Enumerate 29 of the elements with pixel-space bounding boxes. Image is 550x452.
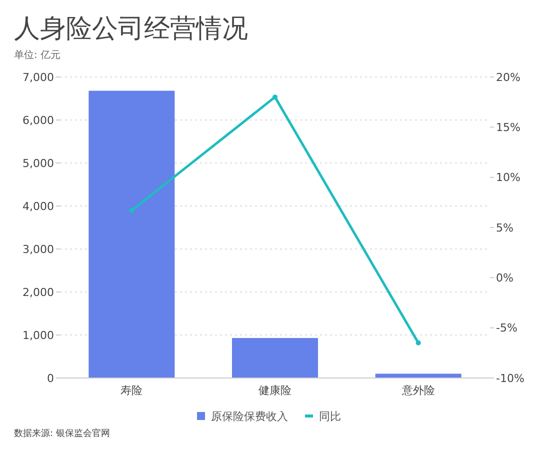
legend-label: 同比 xyxy=(319,410,341,423)
y-tick-label: 2,000 xyxy=(22,286,54,299)
y-tick-label: 1,000 xyxy=(22,328,54,342)
chart-subtitle: 单位: 亿元 xyxy=(14,49,61,61)
y-tick-label: 6,000 xyxy=(22,114,54,127)
y2-tick-label: -10% xyxy=(496,372,524,385)
x-tick-label: 健康险 xyxy=(258,384,292,397)
chart-title: 人身险公司经营情况 xyxy=(14,14,248,44)
y-tick-label: 5,000 xyxy=(22,156,54,170)
y-tick-label: 3,000 xyxy=(22,242,54,256)
x-tick-label: 寿险 xyxy=(120,384,143,397)
y2-tick-label: 20% xyxy=(496,70,520,84)
source-note: 数据来源: 银保监会官网 xyxy=(14,428,110,439)
x-tick-label: 意外险 xyxy=(400,384,435,397)
point xyxy=(272,94,278,100)
bar xyxy=(375,374,462,378)
point xyxy=(129,208,134,213)
y2-tick-label: -5% xyxy=(496,322,518,335)
bar xyxy=(232,338,318,378)
y2-tick-label: 0% xyxy=(496,272,514,285)
point xyxy=(416,340,421,346)
y-tick-label: 4,000 xyxy=(22,200,54,213)
y2-tick-label: 5% xyxy=(496,221,514,234)
y-tick-label: 7,000 xyxy=(22,70,54,84)
y-tick-label: 0 xyxy=(47,372,54,385)
y2-tick-label: 15% xyxy=(496,121,520,134)
bar xyxy=(88,90,175,378)
legend-label: 原保险保费收入 xyxy=(211,410,288,423)
y2-tick-label: 10% xyxy=(496,171,520,184)
